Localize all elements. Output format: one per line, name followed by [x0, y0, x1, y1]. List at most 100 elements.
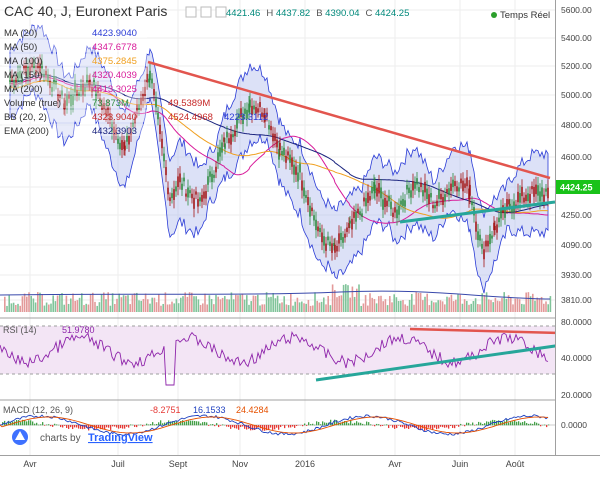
- tradingview-branding[interactable]: charts by TradingView: [12, 429, 153, 445]
- macd-histogram-bar: [456, 425, 457, 426]
- volume-bar: [292, 306, 294, 312]
- candle-body: [541, 187, 543, 196]
- legend-label[interactable]: MA (20): [4, 28, 37, 39]
- macd-histogram-bar: [186, 421, 187, 425]
- macd-histogram-bar: [238, 425, 239, 430]
- volume-bar: [367, 306, 369, 312]
- volume-bar: [495, 298, 497, 312]
- volume-bar: [286, 304, 288, 312]
- volume-bar: [261, 304, 263, 312]
- volume-bar: [479, 304, 481, 312]
- candle-body: [323, 236, 325, 245]
- macd-histogram-bar: [232, 425, 233, 427]
- volume-bar: [235, 295, 237, 312]
- candle-body: [197, 199, 199, 207]
- branding-link[interactable]: TradingView: [88, 432, 153, 444]
- candle-body: [203, 192, 205, 199]
- macd-histogram-bar: [356, 421, 357, 425]
- macd-histogram-bar: [540, 425, 541, 426]
- macd-histogram-bar: [470, 424, 471, 425]
- candle-body: [504, 210, 506, 218]
- macd-histogram-bar: [106, 425, 107, 427]
- macd-histogram-bar: [314, 425, 315, 426]
- candle-body: [181, 184, 183, 190]
- volume-bar: [22, 296, 24, 312]
- volume-bar: [314, 292, 316, 312]
- candle-body: [371, 187, 373, 193]
- close-series-icon[interactable]: [216, 7, 226, 17]
- volume-bar: [66, 296, 68, 312]
- volume-bar: [147, 299, 149, 312]
- macd-histogram-bar: [516, 422, 517, 426]
- volume-bar: [83, 305, 85, 312]
- candle-body: [319, 228, 321, 232]
- candle-body: [344, 234, 346, 238]
- candle-body: [543, 195, 545, 202]
- price-axis: 5600.005400.005200.005000.004800.004600.…: [556, 0, 600, 455]
- candle-body: [392, 213, 394, 217]
- candle-body: [384, 198, 386, 207]
- volume-bar: [180, 298, 182, 312]
- rsi-tick-label: 20.0000: [561, 390, 592, 400]
- candle-body: [285, 156, 287, 163]
- macd-histogram-bar: [72, 425, 73, 429]
- legend-label[interactable]: MA (100): [4, 56, 43, 67]
- price-tick-label: 3810.00: [561, 295, 592, 305]
- legend-label[interactable]: MA (50): [4, 42, 37, 53]
- candle-body: [475, 222, 477, 232]
- visibility-toggle-icon[interactable]: [186, 7, 196, 17]
- candle-body: [313, 215, 315, 220]
- volume-bar: [19, 306, 21, 312]
- macd-histogram-bar: [370, 424, 371, 425]
- legend-label[interactable]: EMA (200): [4, 126, 49, 137]
- volume-bar: [299, 302, 301, 312]
- volume-bar: [336, 297, 338, 312]
- legend-label[interactable]: MA (150): [4, 70, 43, 81]
- candle-body: [386, 201, 388, 207]
- volume-bar: [110, 306, 112, 312]
- macd-histogram-bar: [536, 423, 537, 426]
- macd-histogram-bar: [348, 423, 349, 425]
- volume-bar: [107, 292, 109, 312]
- ohlc-key: H: [266, 8, 276, 19]
- candle-body: [374, 185, 376, 194]
- macd-histogram-bar: [146, 424, 147, 426]
- candle-body: [276, 140, 278, 148]
- volume-bar: [35, 302, 37, 312]
- legend-label[interactable]: Volume (true): [4, 98, 61, 109]
- volume-bar: [77, 300, 79, 312]
- candle-body: [388, 196, 390, 202]
- macd-histogram-bar: [152, 422, 153, 425]
- volume-bar: [550, 296, 552, 312]
- volume-bar: [376, 303, 378, 312]
- macd-histogram-bar: [116, 425, 117, 428]
- candle-body: [529, 194, 531, 203]
- macd-histogram-bar: [234, 425, 235, 428]
- volume-bar: [63, 305, 65, 312]
- price-tick-label: 4800.00: [561, 120, 592, 130]
- volume-bar: [272, 293, 274, 312]
- legend-label[interactable]: MA (200): [4, 84, 43, 95]
- candle-body: [177, 176, 179, 187]
- volume-bar: [70, 298, 72, 312]
- macd-histogram-bar: [302, 425, 303, 426]
- candle-body: [349, 221, 351, 224]
- volume-bar: [305, 304, 307, 312]
- candle-body: [301, 180, 303, 190]
- legend-label[interactable]: BB (20, 2): [4, 112, 47, 123]
- volume-bar: [330, 305, 332, 312]
- volume-bar: [325, 304, 327, 312]
- settings-toggle-icon[interactable]: [201, 7, 211, 17]
- volume-bar: [13, 303, 15, 312]
- volume-bar: [437, 300, 439, 312]
- volume-bar: [514, 299, 516, 312]
- macd-histogram-bar: [118, 425, 119, 429]
- candle-body: [209, 171, 211, 176]
- candle-body: [195, 191, 197, 194]
- macd-histogram-bar: [222, 424, 223, 425]
- volume-bar: [129, 304, 131, 312]
- candle-body: [299, 164, 301, 173]
- volume-bar: [365, 295, 367, 312]
- macd-histogram-bar: [154, 424, 155, 425]
